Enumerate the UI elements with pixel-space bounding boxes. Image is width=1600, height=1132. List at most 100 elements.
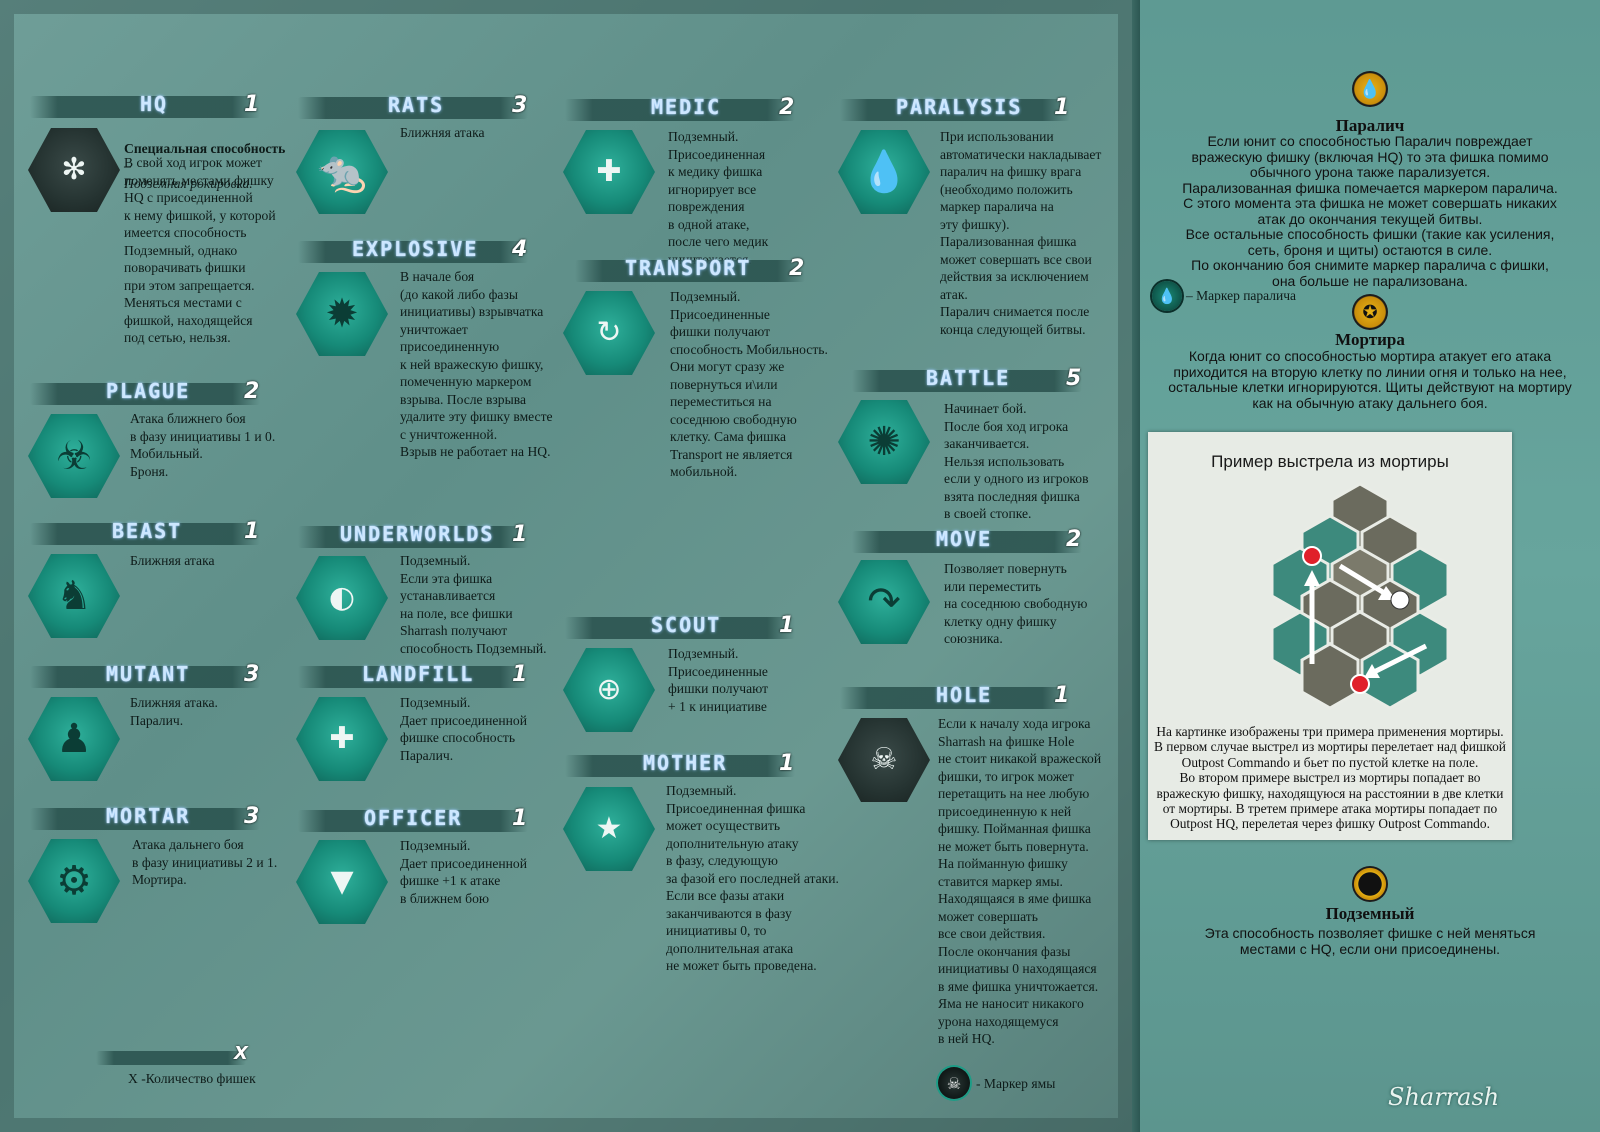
unit-name: TRANSPORT [625, 256, 752, 280]
unit-desc: Подземный. Присоединенная фишка может ос… [666, 783, 839, 973]
underworlds-tile: ◐ [296, 556, 388, 640]
unit-desc: Атака ближнего боя в фазу инициативы 1 и… [130, 411, 276, 479]
unit-banner: RATS 3 [298, 93, 528, 119]
unit-count: 2 [779, 95, 795, 120]
unit-count: 2 [789, 256, 805, 281]
paralysis-marker-text: – Маркер паралича [1186, 288, 1297, 303]
unit-desc: В свой ход игрок может поменять местами … [124, 155, 276, 345]
hq-tile: ✻ [28, 128, 120, 212]
hole-marker-text: - Маркер ямы [976, 1076, 1056, 1091]
panel-divider [1132, 0, 1140, 1132]
officer-tile: ▼ [296, 840, 388, 924]
unit-banner: HOLE 1 [840, 683, 1070, 709]
creature-icon: ☣ [56, 433, 92, 479]
unit-banner: OFFICER 1 [298, 806, 528, 832]
unit-desc: Позволяет повернуть или переместить на с… [944, 561, 1088, 646]
creature-icon: 🐀 [317, 149, 367, 195]
unit-name: RATS [388, 93, 445, 117]
unit-name: BEAST [112, 519, 183, 543]
unit-count: 4 [512, 237, 528, 262]
example-text: На картинке изображены три примера приме… [1154, 724, 1506, 832]
underground-icon: ◐ [328, 580, 356, 615]
drop-icon: 💧 [859, 149, 909, 195]
underground-rule-text: Эта способность позволяет фишке с ней ме… [1204, 925, 1536, 957]
example-board [1270, 482, 1450, 710]
unit-desc: Если к началу хода игрока Sharrash на фи… [938, 716, 1102, 1046]
unit-desc: Атака дальнего боя в фазу инициативы 2 и… [132, 837, 278, 887]
unit-count: 3 [244, 662, 260, 687]
unit-desc: Подземный. Если эта фишка устанавливаетс… [400, 553, 547, 656]
unit-count: 1 [512, 806, 528, 831]
paralysis-ability-icon: 💧 [1352, 71, 1388, 107]
example-title: Пример выстрела из мортиры [1211, 452, 1449, 471]
creature-icon: ♟ [56, 716, 92, 762]
unit-count: 1 [512, 522, 528, 547]
unit-count: 5 [1066, 366, 1082, 391]
curved-arrow-icon: ↷ [867, 579, 901, 625]
unit-name: MORTAR [106, 804, 191, 828]
unit-count: 1 [1054, 683, 1070, 708]
mortar-rule-title: Мортира [1335, 330, 1405, 349]
empty-target-icon [1390, 590, 1410, 610]
unit-count: 2 [1066, 527, 1082, 552]
unit-desc: Подземный. Присоединенные фишки получают… [668, 646, 769, 714]
unit-name: SCOUT [651, 613, 722, 637]
paralysis-rule-title: Паралич [1335, 116, 1405, 135]
unit-name: MOTHER [643, 751, 728, 775]
unit-count: 2 [244, 379, 260, 404]
unit-banner: MEDIC 2 [565, 95, 795, 121]
explosive-tile: ✹ [296, 272, 388, 356]
unit-list-panel [0, 0, 1132, 1132]
unit-banner: LANDFILL 1 [298, 662, 528, 688]
rotate-arrow-icon: ↻ [596, 315, 622, 350]
unit-name: MOVE [936, 527, 993, 551]
stars-icon: ★ [595, 811, 623, 846]
bomb-icon: ✹ [325, 291, 359, 337]
cannon-icon: ⚙ [56, 858, 92, 904]
unit-name: LANDFILL [362, 662, 475, 686]
unit-desc: Ближняя атака [130, 553, 215, 568]
rats-tile: 🐀 [296, 130, 388, 214]
count-legend-mark: X [234, 1043, 248, 1064]
underground-ability-icon [1352, 866, 1388, 902]
unit-count: 1 [779, 613, 795, 638]
unit-banner: MOTHER 1 [565, 751, 795, 777]
unit-name: PARALYSIS [896, 95, 1023, 119]
paralysis-rule-text: Если юнит со способностью Паралич повреж… [1182, 133, 1558, 289]
unit-name: MUTANT [106, 662, 191, 686]
drop-icon: ✚ [329, 721, 355, 756]
mortar-arrows [1302, 546, 1428, 694]
unit-banner: MOVE 2 [852, 527, 1082, 553]
landfill-tile: ✚ [296, 697, 388, 781]
unit-name: EXPLOSIVE [352, 237, 479, 261]
unit-desc: Ближняя атака. Паралич. [130, 695, 218, 728]
unit-banner: MORTAR 3 [30, 804, 260, 830]
unit-name: BATTLE [926, 366, 1011, 390]
target-marker-icon [1350, 674, 1370, 694]
faction-brand: Sharrash [1388, 1083, 1500, 1111]
initiative-icon: ⊕ [596, 672, 622, 707]
attack-boost-icon: ▼ [330, 864, 354, 899]
unit-desc: Ближняя атака [400, 125, 485, 140]
special-ability-label: Специальная способность – [124, 140, 286, 174]
count-legend-text: X -Количество фишек [128, 1071, 256, 1086]
unit-banner: TRANSPORT 2 [575, 256, 805, 282]
unit-name: HOLE [936, 683, 993, 707]
unit-banner: HQ 1 [30, 92, 260, 118]
paralysis-marker-icon: 💧 [1152, 281, 1182, 311]
unit-count: 1 [244, 519, 260, 544]
mortar-rule-text: Когда юнит со способностью мортира атаку… [1168, 348, 1572, 411]
unit-name: MEDIC [651, 95, 722, 119]
unit-banner: PLAGUE 2 [30, 379, 260, 405]
underground-rule-title: Подземный [1325, 904, 1415, 923]
unit-banner: PARALYSIS 1 [840, 95, 1070, 121]
unit-desc: В начале боя (до какой либо фазы инициат… [400, 269, 553, 459]
unit-banner: MUTANT 3 [30, 662, 260, 688]
unit-desc: Подземный. Присоединенная к медику фишка… [668, 129, 769, 267]
target-marker-icon [1302, 546, 1322, 566]
hole-marker-icon: ☠ [938, 1067, 970, 1099]
unit-banner: EXPLOSIVE 4 [298, 237, 528, 263]
unit-count: 3 [244, 804, 260, 829]
unit-count: 1 [244, 92, 260, 117]
mortar-ability-icon: ✪ [1352, 294, 1388, 330]
